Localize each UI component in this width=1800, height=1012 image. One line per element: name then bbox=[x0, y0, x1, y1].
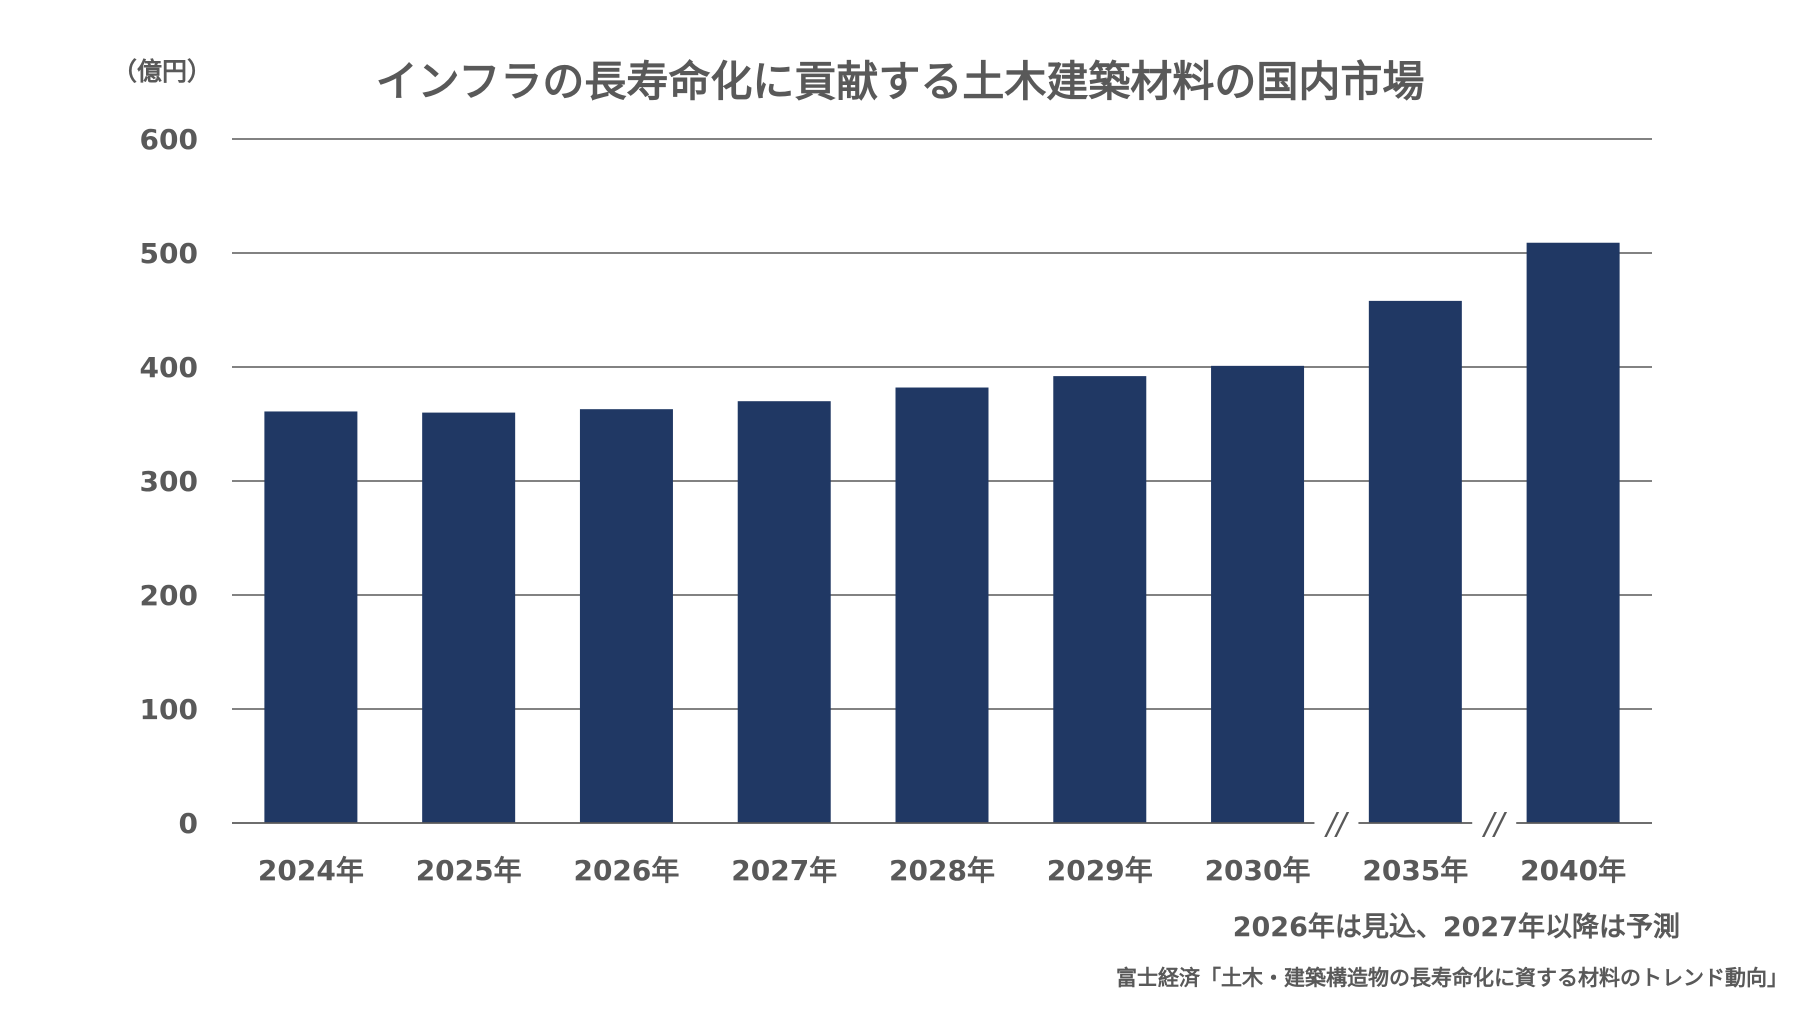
bar bbox=[579, 409, 673, 823]
y-tick-label: 100 bbox=[140, 693, 198, 726]
x-tick-label: 2030年 bbox=[1205, 854, 1311, 887]
y-tick-label: 200 bbox=[140, 579, 198, 612]
y-tick-label: 0 bbox=[179, 807, 198, 840]
x-tick-label: 2026年 bbox=[573, 854, 679, 887]
bar bbox=[1368, 300, 1462, 823]
x-tick-label: 2025年 bbox=[416, 854, 522, 887]
bar bbox=[737, 401, 831, 823]
y-tick-label: 400 bbox=[140, 351, 198, 384]
bar bbox=[1053, 376, 1147, 823]
bar bbox=[422, 412, 516, 823]
y-tick-label: 500 bbox=[140, 237, 198, 270]
x-tick-label: 2027年 bbox=[731, 854, 837, 887]
bar bbox=[1526, 242, 1620, 824]
x-tick-label: 2040年 bbox=[1520, 854, 1626, 887]
bar bbox=[895, 387, 989, 823]
forecast-note: 2026年は見込、2027年以降は予測 bbox=[1232, 912, 1680, 943]
bar bbox=[264, 411, 358, 823]
x-tick-label: 2035年 bbox=[1362, 854, 1468, 887]
axis-break-mark: // bbox=[1323, 807, 1349, 842]
x-tick-label: 2024年 bbox=[258, 854, 364, 887]
y-axis-unit-label: （億円） bbox=[112, 57, 213, 86]
x-tick-label: 2028年 bbox=[889, 854, 995, 887]
source-credit: 富士経済「土木・建築構造物の長寿命化に資する材料のトレンド動向」 bbox=[1116, 966, 1788, 990]
bar bbox=[1211, 365, 1305, 823]
y-tick-label: 600 bbox=[140, 123, 198, 156]
y-tick-label: 300 bbox=[140, 465, 198, 498]
chart-title: インフラの長寿命化に貢献する土木建築材料の国内市場 bbox=[375, 57, 1425, 106]
x-tick-label: 2029年 bbox=[1047, 854, 1153, 887]
axis-break-mark: // bbox=[1481, 807, 1507, 842]
